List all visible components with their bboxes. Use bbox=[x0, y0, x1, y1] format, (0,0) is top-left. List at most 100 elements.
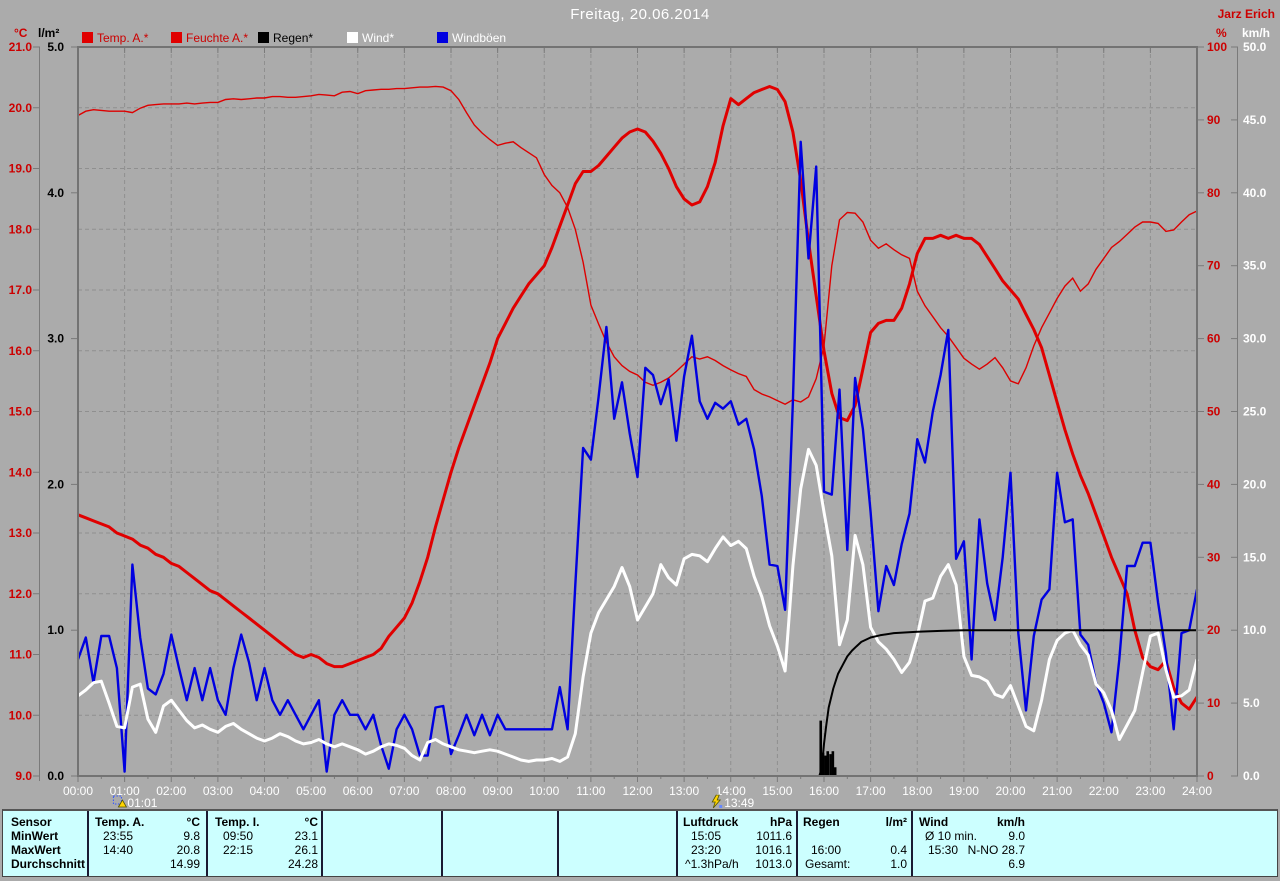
right-axis-unit-wind: km/h bbox=[1242, 26, 1271, 40]
col-unit-wind: km/h bbox=[996, 815, 1025, 829]
svg-text:10:00: 10:00 bbox=[529, 784, 559, 798]
svg-text:09:00: 09:00 bbox=[483, 784, 513, 798]
table-divider bbox=[321, 811, 323, 876]
weather-chart-plot[interactable]: 21.0 20.0 19.0 18.0 17.0 16.0 15.0 14.0 13.0 12.0… bbox=[0, 0, 1280, 809]
svg-text:13:00: 13:00 bbox=[669, 784, 699, 798]
svg-text:14:00: 14:00 bbox=[716, 784, 746, 798]
wind-min-value: 9.0 bbox=[1008, 829, 1025, 843]
svg-text:21.0: 21.0 bbox=[9, 40, 33, 54]
temp-i-avg-value: 24.28 bbox=[287, 857, 318, 871]
temp-a-avg-value: 14.99 bbox=[169, 857, 200, 871]
svg-text:21:00: 21:00 bbox=[1042, 784, 1072, 798]
svg-text:40: 40 bbox=[1207, 477, 1221, 491]
humidity-swatch-icon bbox=[171, 32, 182, 43]
row-label-minwert: MinWert bbox=[11, 829, 59, 843]
svg-text:5.0: 5.0 bbox=[1243, 696, 1260, 710]
legend-label: Regen* bbox=[273, 31, 314, 45]
svg-text:08:00: 08:00 bbox=[436, 784, 466, 798]
table-divider bbox=[206, 811, 208, 876]
table-divider bbox=[911, 811, 913, 876]
svg-text:20.0: 20.0 bbox=[1243, 477, 1267, 491]
temp-a-min-time: 23:55 bbox=[103, 829, 134, 843]
table-divider bbox=[796, 811, 798, 876]
svg-text:0.0: 0.0 bbox=[1243, 769, 1260, 783]
svg-text:5.0: 5.0 bbox=[47, 40, 64, 54]
row-label-sensor: Sensor bbox=[11, 815, 52, 829]
svg-text:03:00: 03:00 bbox=[203, 784, 233, 798]
svg-text:4.0: 4.0 bbox=[47, 186, 64, 200]
svg-text:70: 70 bbox=[1207, 259, 1221, 273]
temp-a-max-value: 20.8 bbox=[176, 843, 200, 857]
station-name: Jarz Erich bbox=[1217, 7, 1275, 21]
right-axis-unit-hum: % bbox=[1216, 26, 1227, 40]
gusts-swatch-icon bbox=[437, 32, 448, 43]
event-marker-time: 01:01 bbox=[127, 796, 157, 809]
temp-i-min-time: 09:50 bbox=[223, 829, 254, 843]
row-label-maxwert: MaxWert bbox=[11, 843, 61, 857]
svg-text:35.0: 35.0 bbox=[1243, 259, 1267, 273]
svg-text:20.0: 20.0 bbox=[9, 101, 33, 115]
svg-text:15.0: 15.0 bbox=[9, 405, 33, 419]
col-header-wind: Wind bbox=[919, 815, 949, 829]
event-marker-time: 13:49 bbox=[724, 796, 754, 809]
svg-text:24:00: 24:00 bbox=[1182, 784, 1212, 798]
svg-text:01:00: 01:00 bbox=[110, 784, 140, 798]
svg-text:18.0: 18.0 bbox=[9, 222, 33, 236]
svg-text:11.0: 11.0 bbox=[9, 648, 32, 662]
col-unit-temp-a: °C bbox=[186, 815, 200, 829]
svg-text:25.0: 25.0 bbox=[1243, 405, 1267, 419]
luftdruck-max-time: 23:20 bbox=[691, 843, 722, 857]
svg-text:17.0: 17.0 bbox=[9, 283, 33, 297]
temp-a-max-time: 14:40 bbox=[103, 843, 134, 857]
svg-text:20: 20 bbox=[1207, 623, 1221, 637]
warning-icon bbox=[112, 795, 122, 805]
col-header-luftdruck: Luftdruck bbox=[683, 815, 739, 829]
svg-text:10: 10 bbox=[1207, 696, 1221, 710]
legend-label: Wind* bbox=[362, 31, 395, 45]
svg-text:20:00: 20:00 bbox=[995, 784, 1025, 798]
col-header-temp-a: Temp. A. bbox=[95, 815, 145, 829]
svg-text:2.0: 2.0 bbox=[47, 477, 64, 491]
svg-text:06:00: 06:00 bbox=[343, 784, 373, 798]
svg-text:16.0: 16.0 bbox=[9, 344, 33, 358]
regen-total-label: Gesamt: bbox=[805, 857, 851, 871]
table-divider bbox=[676, 811, 678, 876]
regen-max-value: 0.4 bbox=[890, 843, 907, 857]
luftdruck-max-value: 1016.1 bbox=[755, 843, 792, 857]
legend-label: Feuchte A.* bbox=[186, 31, 249, 45]
svg-text:90: 90 bbox=[1207, 113, 1221, 127]
svg-text:3.0: 3.0 bbox=[47, 332, 64, 346]
row-label-durchschnitt: Durchschnitt bbox=[11, 857, 86, 871]
svg-text:00:00: 00:00 bbox=[63, 784, 93, 798]
svg-text:100: 100 bbox=[1207, 40, 1227, 54]
svg-text:45.0: 45.0 bbox=[1243, 113, 1267, 127]
svg-text:19.0: 19.0 bbox=[9, 162, 33, 176]
col-unit-regen: l/m² bbox=[885, 815, 907, 829]
wind-max-time: 15:30 bbox=[928, 843, 959, 857]
luftdruck-min-value: 1011.6 bbox=[756, 829, 792, 843]
legend-label: Temp. A.* bbox=[97, 31, 149, 45]
svg-text:15:00: 15:00 bbox=[762, 784, 792, 798]
col-unit-luftdruck: hPa bbox=[769, 815, 792, 829]
table-divider bbox=[87, 811, 89, 876]
legend-label: Windböen bbox=[452, 31, 507, 45]
wind-avg-value: 6.9 bbox=[1008, 857, 1025, 871]
svg-text:10.0: 10.0 bbox=[1243, 623, 1267, 637]
svg-text:9.0: 9.0 bbox=[15, 769, 32, 783]
temp-swatch-icon bbox=[82, 32, 93, 43]
svg-text:16:00: 16:00 bbox=[809, 784, 839, 798]
col-header-regen: Regen bbox=[803, 815, 840, 829]
rain-swatch-icon bbox=[258, 32, 269, 43]
svg-text:11:00: 11:00 bbox=[576, 784, 605, 798]
left-axis-unit-rain: l/m² bbox=[38, 26, 60, 40]
lightning-icon bbox=[719, 805, 723, 808]
temp-a-min-value: 9.8 bbox=[183, 829, 200, 843]
svg-text:60: 60 bbox=[1207, 332, 1221, 346]
svg-text:30.0: 30.0 bbox=[1243, 332, 1267, 346]
luftdruck-avg-label: ^1.3hPa/h bbox=[685, 857, 739, 871]
regen-max-time: 16:00 bbox=[811, 843, 842, 857]
svg-text:22:00: 22:00 bbox=[1089, 784, 1119, 798]
svg-text:17:00: 17:00 bbox=[856, 784, 886, 798]
svg-text:04:00: 04:00 bbox=[249, 784, 279, 798]
